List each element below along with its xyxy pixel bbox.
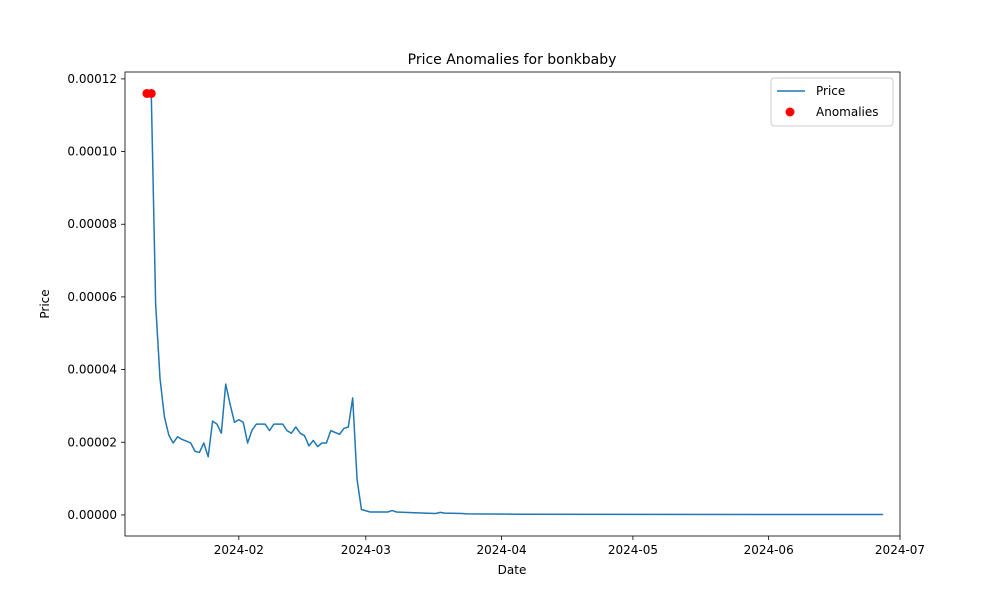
x-axis: 2024-02 2024-03 2024-04 2024-05 2024-06 2024-…	[214, 536, 925, 557]
y-tick-label: 0.00006	[67, 290, 117, 304]
y-tick-label: 0.00012	[67, 72, 117, 86]
x-tick-label: 2024-04	[476, 543, 526, 557]
legend-anomalies-swatch	[785, 107, 795, 117]
legend-anomalies-label: Anomalies	[816, 105, 879, 119]
x-tick-label: 2024-03	[341, 543, 391, 557]
y-tick-label: 0.00000	[67, 508, 117, 522]
y-tick-label: 0.00002	[67, 435, 117, 449]
y-axis-label: Price	[38, 289, 52, 318]
y-tick-label: 0.00004	[67, 363, 117, 377]
y-axis: 0.00000 0.00002 0.00004 0.00006 0.00008 0.000…	[67, 72, 125, 522]
y-tick-label: 0.00010	[67, 145, 117, 159]
legend-box	[770, 77, 894, 127]
x-axis-label: Date	[498, 563, 527, 577]
price-series-line	[146, 92, 884, 516]
chart-title: Price Anomalies for bonkbaby	[408, 52, 617, 68]
y-tick-label: 0.00008	[67, 217, 117, 231]
x-tick-label: 2024-02	[214, 543, 264, 557]
legend: Price Anomalies	[770, 77, 894, 127]
x-tick-label: 2024-06	[744, 543, 794, 557]
legend-price-label: Price	[816, 84, 845, 98]
x-tick-label: 2024-05	[608, 543, 658, 557]
x-tick-label: 2024-07	[875, 543, 925, 557]
plot-area	[142, 88, 884, 516]
axes-frame	[124, 71, 901, 537]
anomaly-point	[146, 88, 156, 98]
